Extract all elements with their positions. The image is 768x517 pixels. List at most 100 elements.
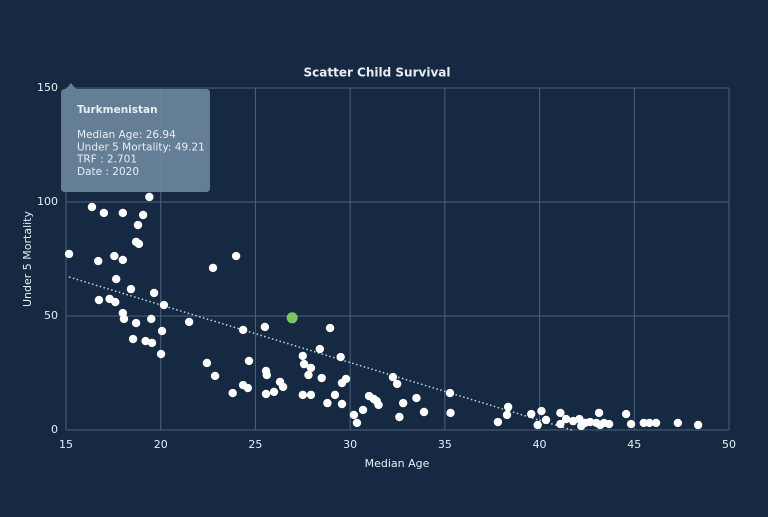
highlight-point — [286, 312, 298, 324]
point — [325, 323, 335, 333]
grid: 15 20 25 30 35 40 45 50 0 50 100 150 — [37, 81, 736, 451]
point — [238, 325, 248, 335]
point — [262, 370, 271, 380]
point — [159, 300, 169, 310]
point — [315, 344, 325, 354]
point — [134, 239, 144, 249]
point — [419, 407, 429, 417]
point — [157, 326, 167, 336]
tooltip-box — [61, 83, 210, 192]
point — [585, 417, 595, 427]
point — [244, 356, 254, 366]
point — [398, 398, 408, 408]
point — [298, 351, 307, 361]
point — [260, 322, 270, 332]
point — [118, 208, 128, 218]
point — [493, 417, 503, 427]
tooltip-line: Date : 2020 — [77, 166, 139, 178]
point — [502, 410, 512, 420]
point — [621, 409, 631, 419]
point — [556, 419, 565, 429]
point — [184, 317, 194, 327]
point — [111, 297, 120, 307]
point — [243, 383, 253, 393]
point — [269, 387, 279, 397]
point — [626, 419, 636, 429]
point — [561, 414, 571, 424]
point — [228, 388, 237, 398]
point — [341, 374, 351, 384]
point — [673, 418, 683, 428]
point — [119, 314, 129, 324]
x-tick-label: 20 — [154, 438, 168, 451]
point — [645, 418, 654, 428]
x-axis-label: Median Age — [365, 457, 430, 470]
point — [138, 210, 148, 220]
point — [503, 402, 513, 412]
point — [527, 409, 536, 419]
x-tick-label: 35 — [438, 438, 452, 451]
point — [64, 249, 74, 259]
point — [94, 256, 103, 266]
y-tick-label: 150 — [37, 81, 58, 94]
x-tick-label: 25 — [248, 438, 262, 451]
tooltip-title: Turkmenistan — [77, 104, 158, 116]
point — [392, 379, 402, 389]
point — [533, 420, 542, 430]
point — [594, 408, 604, 418]
point — [337, 399, 347, 409]
point — [445, 388, 455, 398]
point — [446, 408, 455, 418]
tooltip-line: TRF : 2.701 — [76, 154, 137, 166]
y-tick-label: 0 — [51, 423, 58, 436]
point — [604, 419, 614, 429]
point — [358, 405, 368, 415]
point — [147, 314, 156, 324]
point — [133, 220, 143, 230]
point — [352, 418, 362, 428]
point — [261, 389, 271, 399]
x-tick-label: 50 — [722, 438, 736, 451]
point — [556, 408, 565, 418]
point — [141, 336, 150, 346]
point — [388, 372, 398, 382]
point — [349, 410, 359, 420]
point — [317, 373, 326, 383]
point — [693, 420, 703, 430]
point — [395, 412, 404, 422]
point — [412, 393, 421, 403]
point — [208, 263, 218, 273]
x-tick-label: 45 — [627, 438, 641, 451]
point — [110, 251, 119, 261]
point — [372, 396, 381, 406]
point — [126, 284, 136, 294]
x-tick-label: 15 — [59, 438, 73, 451]
point — [210, 371, 220, 381]
marks — [64, 192, 703, 431]
y-tick-label: 50 — [44, 309, 58, 322]
point — [231, 251, 241, 261]
point — [323, 398, 332, 408]
tooltip-line: Under 5 Mortality: 49.21 — [77, 141, 205, 153]
point — [330, 390, 340, 400]
point — [118, 255, 128, 265]
chart-title: Scatter Child Survival — [304, 66, 451, 80]
point — [304, 370, 313, 380]
point — [278, 382, 288, 392]
point — [202, 358, 212, 368]
point — [541, 415, 551, 425]
point — [537, 406, 546, 416]
point — [94, 295, 104, 305]
point — [128, 334, 138, 344]
point — [99, 208, 109, 218]
point — [87, 202, 97, 212]
point — [131, 318, 141, 328]
point — [651, 418, 661, 428]
point — [156, 349, 166, 359]
point — [147, 338, 157, 348]
tooltip-line: Median Age: 26.94 — [77, 129, 176, 141]
point — [111, 274, 121, 284]
